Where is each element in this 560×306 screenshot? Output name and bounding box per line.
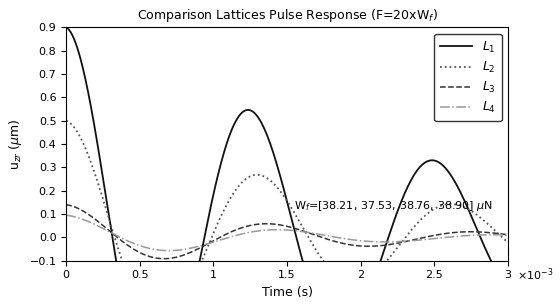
$L_3$ (63, 203, 69, 207)
$L_2$ (324, 265, 331, 268)
Y-axis label: u$_{zr}$ ($\mu$m): u$_{zr}$ ($\mu$m) (7, 118, 24, 170)
$L_3$ (344, 242, 351, 246)
$L_1$ (505, 286, 511, 290)
Title: Comparison Lattices Pulse Response (F=20xW$_f$): Comparison Lattices Pulse Response (F=20… (137, 7, 437, 24)
$L_3$ (161, 257, 167, 260)
Line: $L_4$: $L_4$ (66, 215, 508, 251)
$L_3$ (324, 237, 331, 241)
$L_1$ (63, 25, 69, 29)
$L_3$ (505, 233, 511, 237)
Text: W$_f$=[38.21, 37.53, 38.76, 38.90] $\mu$N: W$_f$=[38.21, 37.53, 38.76, 38.90] $\mu$… (295, 200, 493, 213)
$L_4$ (414, 238, 421, 242)
$L_3$ (414, 237, 421, 241)
$L_1$ (390, 220, 397, 223)
$L_2$ (505, 241, 511, 244)
X-axis label: Time (s): Time (s) (262, 286, 312, 299)
$L_2$ (63, 119, 69, 122)
Legend: $L_1$, $L_2$, $L_3$, $L_4$: $L_1$, $L_2$, $L_3$, $L_4$ (434, 34, 502, 121)
Text: $\times10^{-3}$: $\times10^{-3}$ (517, 266, 553, 283)
$L_1$ (223, 143, 230, 147)
$L_2$ (223, 204, 230, 207)
$L_4$ (390, 240, 397, 244)
$L_4$ (165, 249, 172, 252)
$L_3$ (85, 212, 92, 216)
$L_1$ (85, 92, 92, 95)
$L_2$ (390, 250, 397, 254)
Line: $L_3$: $L_3$ (66, 205, 508, 259)
Line: $L_2$: $L_2$ (66, 121, 508, 306)
$L_4$ (63, 213, 69, 217)
$L_4$ (505, 233, 511, 237)
$L_1$ (414, 168, 421, 172)
$L_4$ (344, 237, 351, 241)
$L_2$ (414, 221, 421, 225)
$L_2$ (85, 154, 92, 158)
$L_3$ (390, 242, 397, 246)
$L_4$ (85, 220, 92, 223)
$L_2$ (344, 280, 351, 284)
$L_4$ (324, 234, 331, 238)
Line: $L_1$: $L_1$ (66, 27, 508, 306)
$L_3$ (223, 232, 230, 236)
$L_4$ (223, 236, 230, 240)
